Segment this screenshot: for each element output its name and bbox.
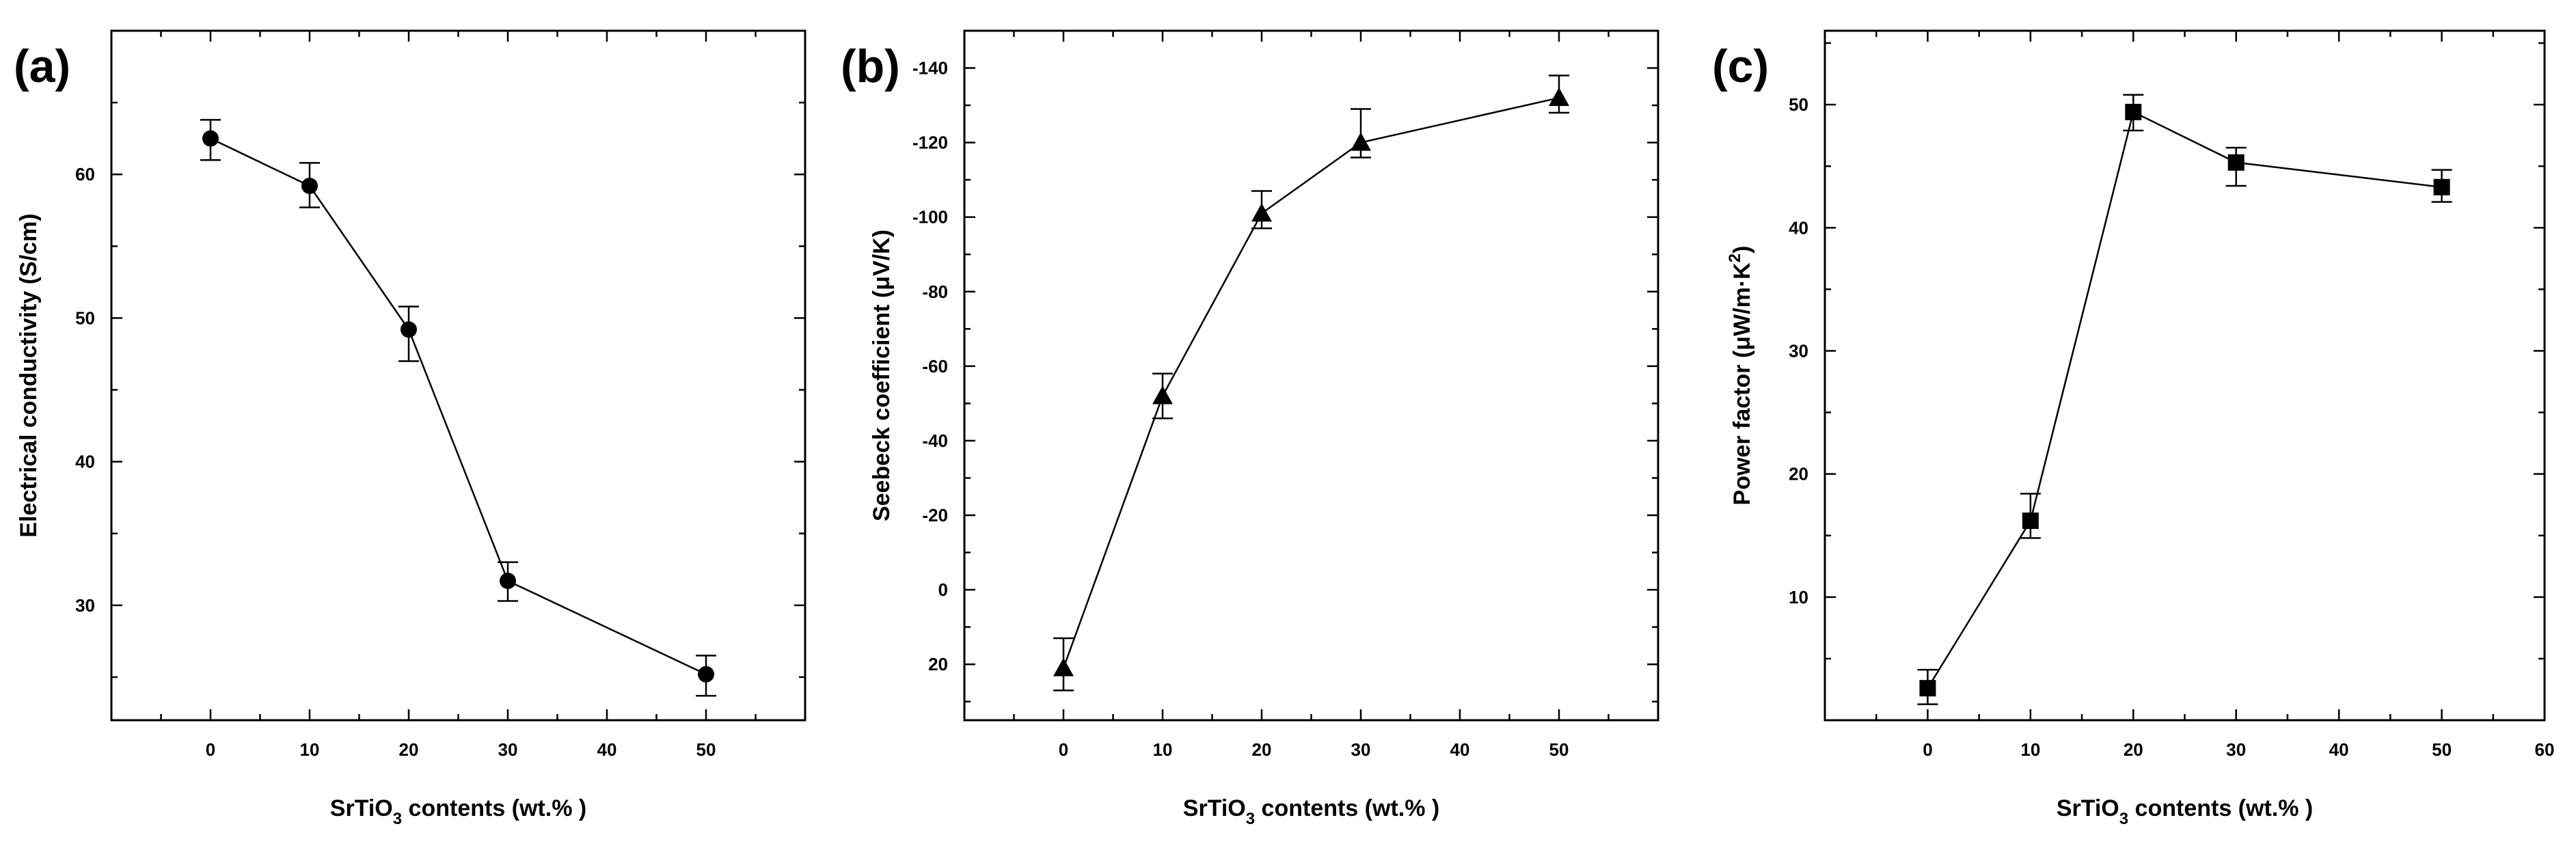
y-tick-label: -140 (912, 58, 948, 79)
x-axis-label: SrTiO3 contents (wt.% ) (1183, 795, 1439, 828)
data-point (698, 666, 714, 683)
data-point (1251, 203, 1272, 222)
data-point (1351, 132, 1371, 151)
data-point (301, 178, 318, 195)
data-point (1919, 680, 1936, 697)
y-tick-label: 50 (1789, 94, 1808, 115)
x-tick-label: 50 (696, 739, 716, 760)
y-tick-label: 20 (928, 654, 948, 674)
data-point (202, 130, 219, 147)
data-point (401, 321, 417, 338)
panel-a: 0 10 20 30 40 50 30 40 50 60 SrTiO3 contents (wt.%… (14, 29, 806, 828)
y-tick-label: 20 (1789, 464, 1808, 484)
x-tick-label: 50 (1549, 739, 1569, 760)
y-tick-label: -40 (922, 430, 948, 451)
x-axis-label: SrTiO3 contents (wt.% ) (2057, 795, 2313, 828)
y-tick-label: -60 (922, 356, 948, 377)
x-axis-label: SrTiO3 contents (wt.% ) (330, 795, 586, 828)
x-tick-label: 0 (1923, 739, 1932, 760)
x-tick-label: 50 (2432, 739, 2452, 760)
y-tick-label: -20 (922, 505, 948, 525)
panel-b: 0 10 20 30 40 50 20 0 -20 -40 -60 -80 -100 -120 -140 Sr… (841, 29, 1659, 828)
x-tick-label: 10 (300, 739, 320, 760)
x-tick-label: 30 (498, 739, 518, 760)
y-tick-label: 40 (1789, 217, 1808, 238)
y-tick-label: -80 (922, 282, 948, 302)
y-axis-label: Seebeck coefficient (μV/K) (869, 230, 895, 521)
data-point (2125, 103, 2142, 120)
data-point (2227, 154, 2245, 171)
x-tick-label: 20 (399, 739, 419, 760)
panel-c: 0 10 20 30 40 50 60 10 20 30 40 50 SrTiO3 contents (… (1712, 29, 2555, 828)
x-tick-label: 10 (2020, 739, 2040, 760)
panel-label: (c) (1712, 40, 1769, 92)
y-tick-label: 30 (1789, 340, 1808, 361)
data-point (1152, 385, 1173, 405)
data-point (1549, 87, 1569, 107)
plot-frame (963, 29, 1659, 722)
series-line (1927, 111, 2442, 689)
x-tick-label: 40 (597, 739, 617, 760)
panel-label: (a) (14, 40, 70, 92)
data-point (2433, 178, 2450, 195)
y-tick-label: 50 (75, 307, 95, 328)
y-tick-label: -120 (912, 133, 948, 153)
data-point (500, 573, 516, 590)
y-tick-label: -100 (912, 207, 948, 228)
y-tick-label: 60 (75, 164, 95, 184)
series-line (1062, 96, 1560, 669)
y-axis-label: Electrical conductivity (S/cm) (16, 213, 42, 537)
x-tick-label: 0 (1059, 739, 1068, 760)
data-point (1053, 657, 1074, 676)
y-tick-label: 10 (1789, 587, 1808, 607)
x-tick-label: 40 (1450, 739, 1470, 760)
plot-frame (1823, 29, 2546, 722)
data-point (2022, 512, 2039, 530)
x-tick-label: 30 (2226, 739, 2246, 760)
y-axis-label: Power factor (μW/m·K2) (1726, 246, 1755, 506)
y-tick-label: 0 (938, 579, 948, 600)
x-tick-label: 30 (1351, 739, 1371, 760)
panel-label: (b) (841, 40, 900, 92)
x-tick-label: 20 (1252, 739, 1272, 760)
x-tick-label: 20 (2124, 739, 2143, 760)
y-tick-label: 40 (75, 452, 95, 472)
x-tick-label: 40 (2329, 739, 2349, 760)
series-line (210, 137, 707, 675)
y-tick-label: 30 (75, 595, 95, 616)
x-tick-label: 60 (2535, 739, 2555, 760)
x-tick-label: 10 (1153, 739, 1173, 760)
x-tick-label: 0 (206, 739, 215, 760)
